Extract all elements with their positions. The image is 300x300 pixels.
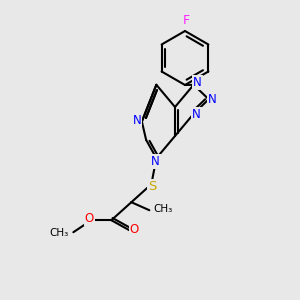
Text: N: N [193,76,202,89]
Text: F: F [182,14,190,26]
Text: CH₃: CH₃ [154,204,173,214]
Text: N: N [133,114,141,127]
Text: N: N [151,155,160,168]
Text: S: S [148,180,157,193]
Text: O: O [85,212,94,225]
Text: N: N [208,93,217,106]
Text: O: O [130,223,139,236]
Text: CH₃: CH₃ [50,228,69,238]
Text: N: N [192,108,201,121]
